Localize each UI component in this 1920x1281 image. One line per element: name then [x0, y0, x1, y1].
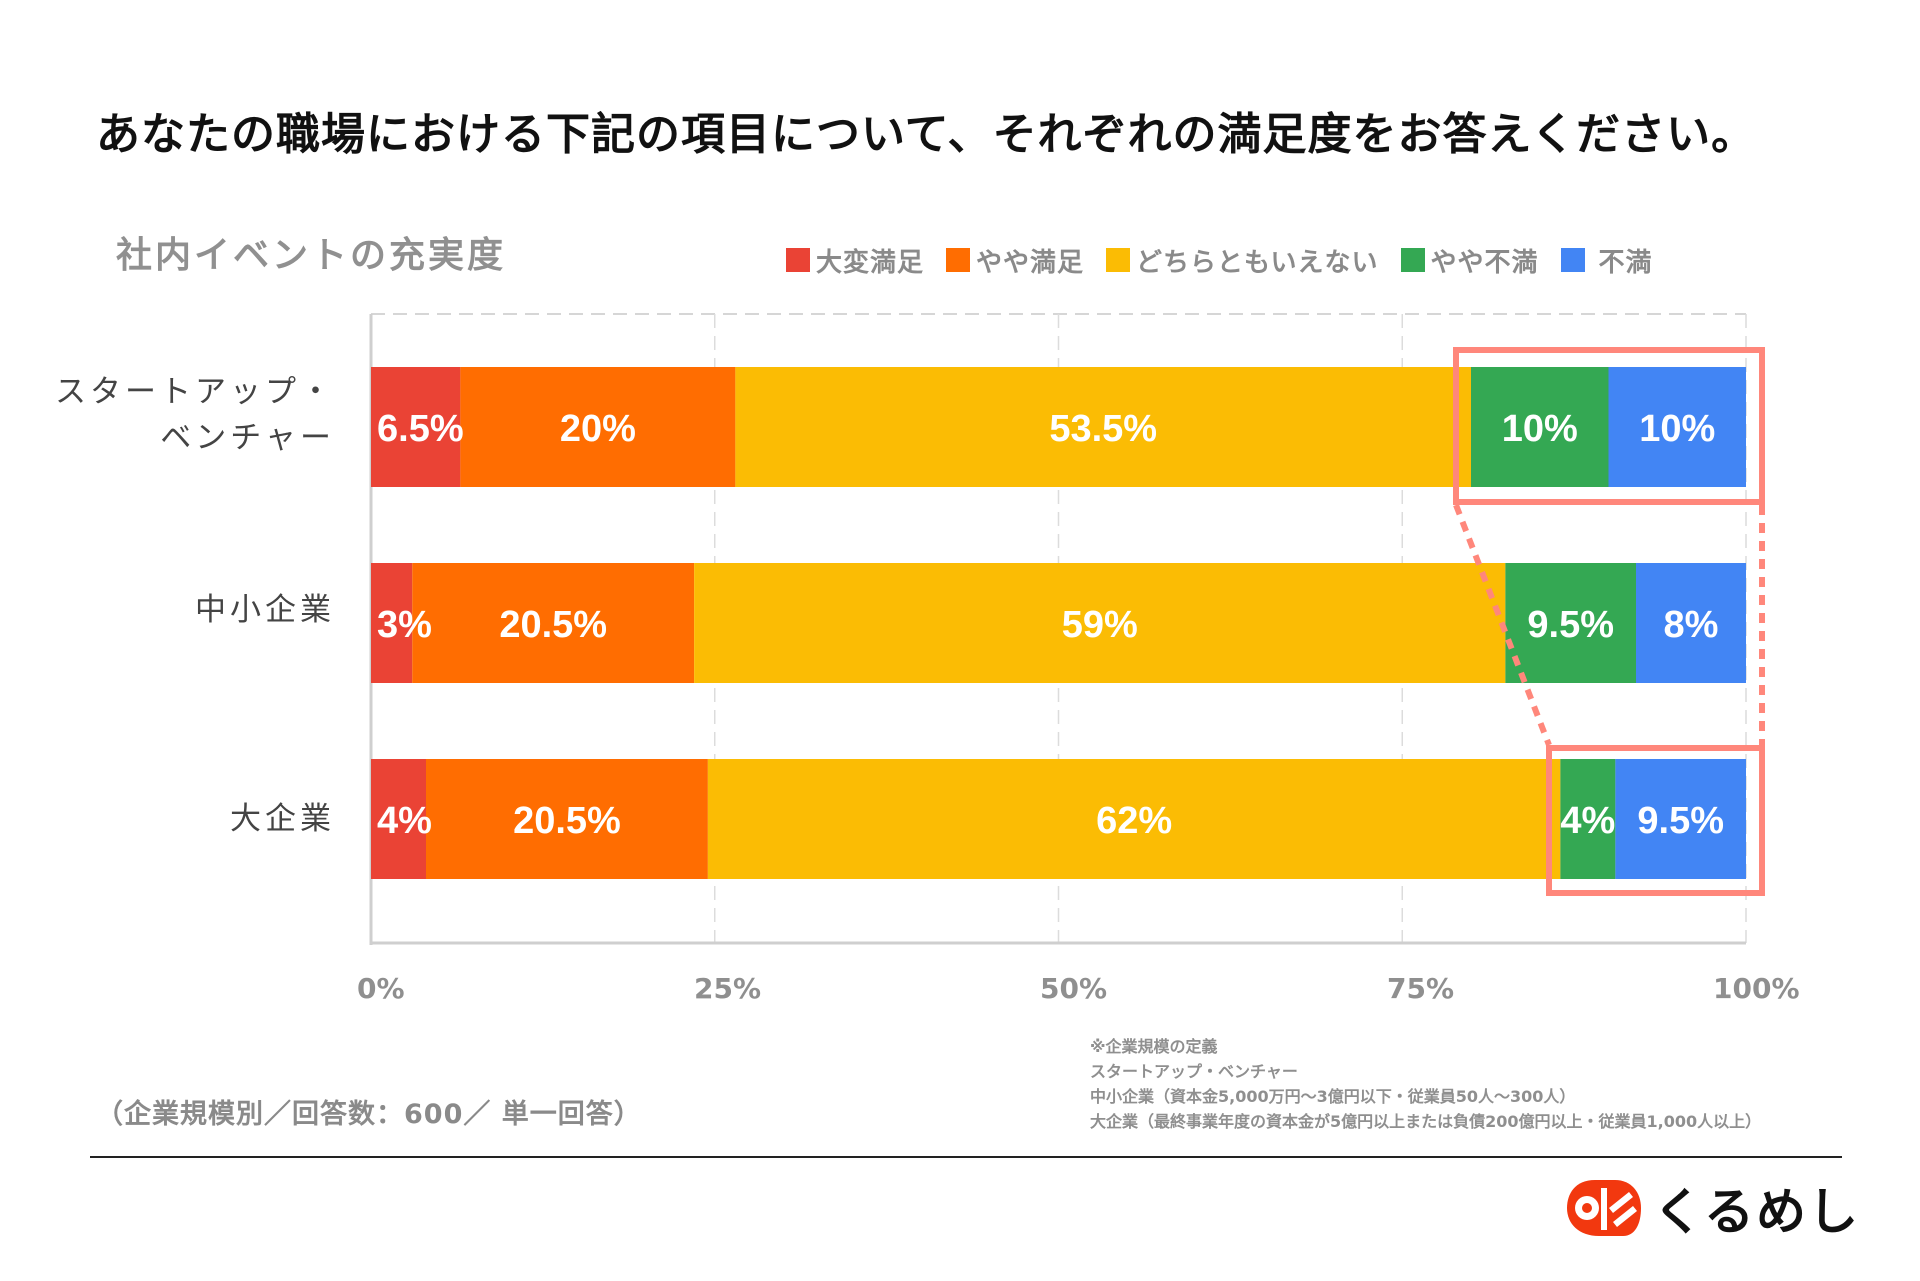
bar-value-label: 4% [1560, 800, 1615, 842]
footnote-line: ※企業規模の定義 [1090, 1037, 1218, 1056]
logo-text: くるめし [1653, 1183, 1860, 1241]
bar-value-label: 6.5% [377, 408, 464, 450]
divider [90, 1156, 1842, 1158]
highlight-box-large [1546, 745, 1765, 896]
legend-item-neutral: どちらともいえない [1106, 242, 1378, 279]
x-tick-label: 50% [1040, 972, 1108, 1005]
bar-segment [1505, 563, 1636, 683]
legend-item-somewhat-dissatisfied: やや不満 [1400, 242, 1539, 279]
row-label-line: 大企業 [230, 801, 335, 837]
footnote: ※企業規模の定義 スタートアップ・ベンチャー 中小企業（資本金5,000万円〜3… [1090, 1034, 1761, 1134]
highlight-connector [1453, 503, 1552, 747]
bar-segment [1471, 367, 1609, 487]
bar-segment [426, 759, 708, 879]
legend-swatch [1560, 248, 1585, 272]
bar-segment [412, 563, 695, 683]
kurumeshi-logo-icon [1567, 1180, 1641, 1236]
bar-segment [371, 563, 413, 683]
bar-segment [1608, 367, 1746, 487]
legend-label: どちらともいえない [1136, 247, 1379, 278]
row-label-line: スタートアップ・ [55, 374, 335, 410]
x-tick-label: 25% [694, 972, 762, 1005]
highlight-box-startup [1453, 347, 1765, 505]
x-tick-label: 75% [1387, 972, 1455, 1005]
legend-item-very-satisfied: 大変満足 [786, 242, 924, 279]
legend-label: 大変満足 [816, 247, 925, 278]
bar-segment [460, 367, 736, 487]
bar-segment [1636, 563, 1746, 683]
footnote-line: 大企業（最終事業年度の資本金が5億円以上または負債200億円以上・従業員1,00… [1090, 1112, 1762, 1131]
bar-value-label: 62% [1096, 800, 1172, 842]
bar-value-label: 20.5% [499, 604, 607, 646]
bar-segment [1560, 759, 1616, 879]
x-tick-label: 100% [1713, 972, 1800, 1005]
row-label-line: ベンチャー [160, 420, 335, 456]
bar-value-label: 10% [1639, 408, 1715, 450]
row-label-startup: スタートアップ・ ベンチャー [55, 370, 335, 460]
footnote-line: 中小企業（資本金5,000万円〜3億円以下・従業員50人〜300人） [1090, 1087, 1576, 1106]
legend-item-dissatisfied: 不満 [1560, 242, 1653, 279]
bar-segment [1615, 759, 1746, 879]
row-label-line: 中小企業 [195, 592, 335, 628]
legend-item-somewhat-satisfied: やや満足 [946, 242, 1084, 279]
bar-value-label: 8% [1664, 604, 1719, 646]
chart-legend: 大変満足 やや満足 どちらともいえない やや不満 不満 [786, 240, 1675, 280]
bar-value-label: 4% [377, 800, 432, 842]
bar-value-label: 20% [560, 408, 636, 450]
legend-label: やや満足 [976, 247, 1085, 278]
legend-swatch [1106, 248, 1131, 272]
bar-value-label: 59% [1062, 604, 1138, 646]
bar-value-label: 9.5% [1527, 604, 1614, 646]
row-label-large: 大企業 [230, 797, 335, 841]
legend-swatch [1400, 248, 1425, 272]
legend-label: やや不満 [1430, 247, 1539, 278]
page-title: あなたの職場における下記の項目について、それぞれの満足度をお答えください。 [96, 109, 1757, 160]
bar-value-label: 3% [377, 604, 432, 646]
bar-value-label: 20.5% [513, 800, 621, 842]
brand-logo: くるめし [1565, 1172, 1860, 1244]
row-label-sme: 中小企業 [195, 588, 335, 632]
bar-segment [371, 759, 426, 879]
footnote-line: スタートアップ・ベンチャー [1090, 1062, 1298, 1081]
legend-swatch [946, 248, 971, 272]
bar-segment [371, 367, 461, 487]
legend-swatch [786, 248, 810, 272]
bar-value-label: 10% [1502, 408, 1578, 450]
bar-value-label: 53.5% [1049, 408, 1157, 450]
bar-value-label: 9.5% [1637, 800, 1724, 842]
bar-segment [735, 367, 1471, 487]
bar-segment [694, 563, 1506, 683]
x-tick-label: 0% [357, 972, 405, 1005]
sample-note: （企業規模別／回答数：600／ 単一回答） [96, 1099, 642, 1130]
legend-label: 不満 [1598, 247, 1653, 278]
chart-subtitle: 社内イベントの充実度 [116, 235, 507, 276]
bar-segment [707, 759, 1561, 879]
